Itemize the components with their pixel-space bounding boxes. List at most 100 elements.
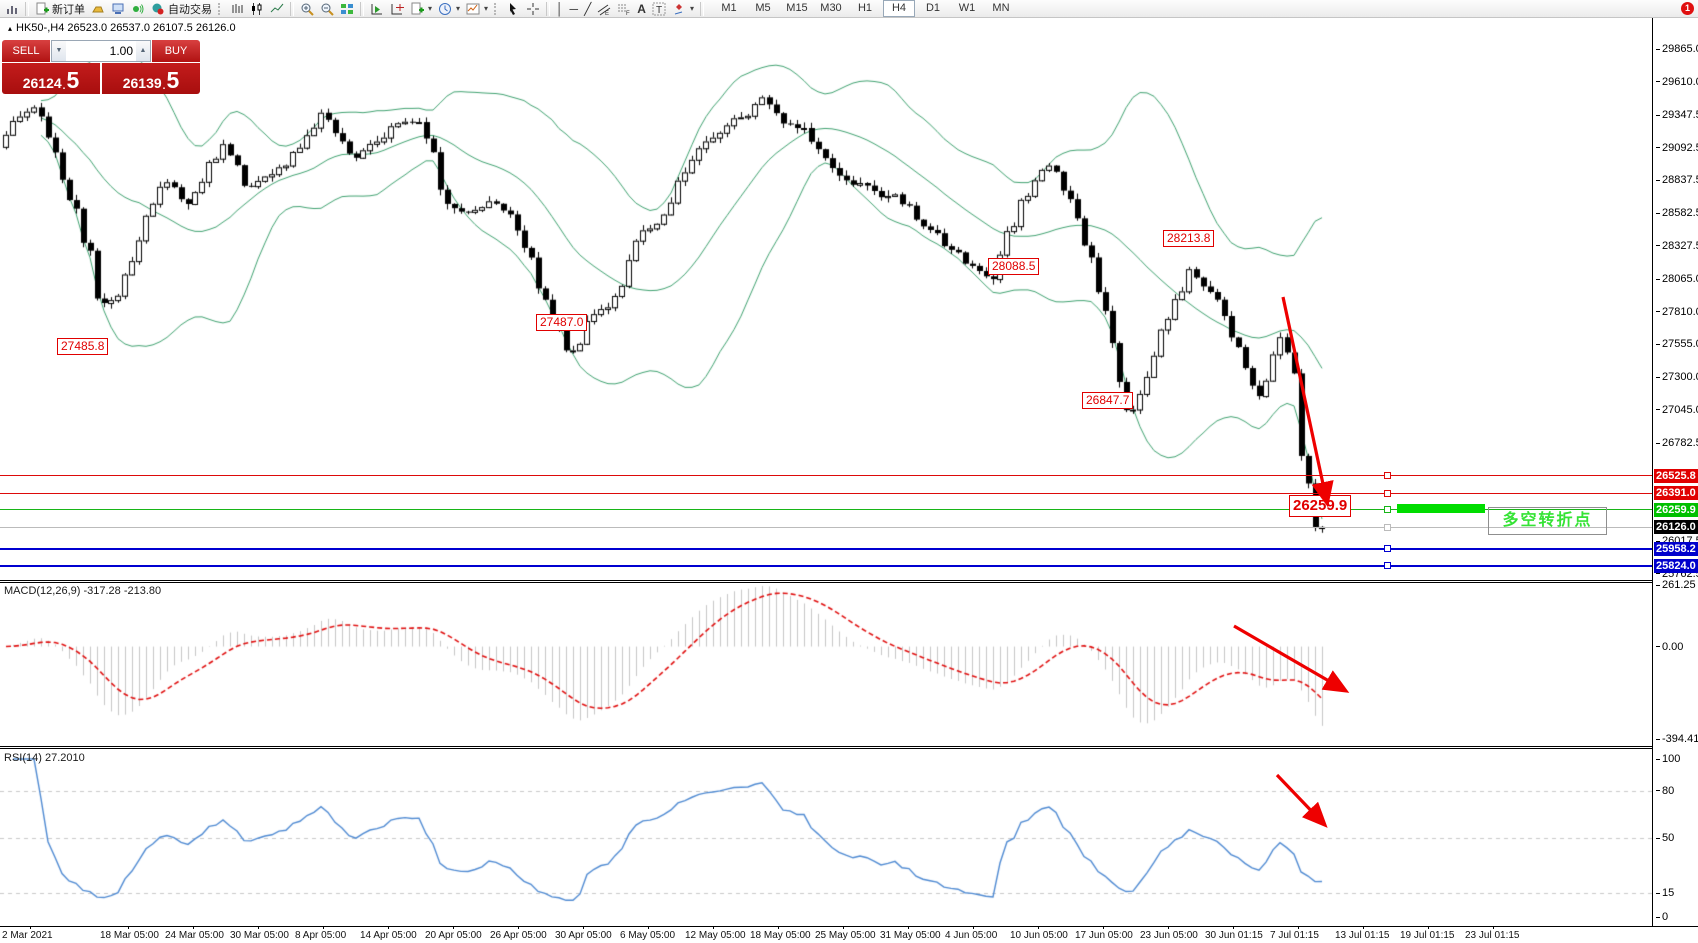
time-label: 31 May 05:00 [880,926,941,941]
volume-decrease-button[interactable]: ▼ [52,41,66,61]
timeframe-button-m5[interactable]: M5 [755,2,771,14]
candle-chart-mode-button[interactable] [247,1,267,17]
time-label: 12 May 05:00 [685,926,746,941]
timeframe-button-m30[interactable]: M30 [820,2,842,14]
level-line-26391[interactable] [0,492,1652,494]
sell-button[interactable]: SELL [2,40,50,62]
volume-input[interactable]: 1.00 [109,44,133,58]
equidistant-channel-icon: E [597,2,611,16]
timeframe-button-m1[interactable]: M1 [721,2,737,14]
symbol-marker-icon: ▴ [8,23,13,33]
zoom-in-button[interactable] [297,1,317,17]
level-line-25824[interactable] [0,564,1652,567]
notification-badge[interactable]: 1 [1681,2,1694,15]
timeframe-button-m15[interactable]: M15 [786,2,808,14]
price-callout-label[interactable]: 27485.8 [57,338,109,355]
price-callout-label[interactable]: 28088.5 [988,258,1040,275]
fibonacci-icon: F [617,2,631,16]
price-tick: 27555.0 [1656,337,1698,351]
deposit-button[interactable] [88,1,108,17]
buy-price[interactable]: 26139 . 5 [102,63,200,94]
buy-price-main: 26139 [122,75,162,91]
crosshair-tool-button[interactable] [523,1,543,17]
level-line-marker[interactable] [1384,545,1391,552]
time-label: 24 Mar 05:00 [165,926,224,941]
price-callout-label[interactable]: 27487.0 [536,314,588,331]
macd-pane-canvas[interactable] [0,584,1652,747]
time-label: 2 Mar 2021 [2,926,53,941]
sell-price[interactable]: 26124 . 5 [2,63,100,94]
text-label-tool-button[interactable]: T [649,1,669,17]
terminal-icon [111,2,125,16]
trendline-tool-button[interactable]: ╱ [581,1,594,17]
line-chart-icon [270,2,284,16]
auto-scroll-button[interactable] [367,1,387,17]
toolbar-handle[interactable] [218,2,224,15]
vline-tool-button[interactable]: │ [553,1,567,17]
cursor-icon [506,2,520,16]
price-callout-label[interactable]: 26847.7 [1082,392,1134,409]
hline-tool-button[interactable]: ─ [567,1,582,17]
timeframe-button-w1[interactable]: W1 [958,2,976,14]
timeframe-button-h4[interactable]: H4 [882,0,915,17]
level-line-marker[interactable] [1384,562,1391,570]
support-highlight-bar[interactable] [1397,504,1485,513]
level-line-25958.2[interactable] [0,547,1652,550]
template-icon [466,2,480,16]
level-line-marker[interactable] [1384,506,1391,514]
auto-trading-button[interactable]: 自动交易 [148,1,215,17]
timeframe-button-d1[interactable]: D1 [925,2,941,14]
period-selector-button[interactable]: ▾ [435,1,463,17]
buy-button[interactable]: BUY [152,40,200,62]
timeframe-button-h1[interactable]: H1 [857,2,873,14]
new-order-button[interactable]: 新订单 [32,1,88,17]
line-chart-mode-button[interactable] [267,1,287,17]
candlestick-icon [250,2,264,16]
arrows-tool-button[interactable]: ▾ [669,1,697,17]
channel-tool-button[interactable]: E [594,1,614,17]
chart-window-icon[interactable] [2,1,22,17]
time-axis[interactable]: 2 Mar 2021 18 Mar 05:00 24 Mar 05:00 30 Mar… [0,926,1698,943]
rsi-pane-canvas[interactable] [0,750,1652,926]
level-line-marker[interactable] [1384,523,1391,531]
tile-windows-button[interactable] [337,1,357,17]
level-line-26259.9[interactable] [0,509,1652,511]
toolbar-handle[interactable] [494,2,500,15]
text-tool-button[interactable]: A [634,1,649,17]
price-callout-label[interactable]: 28213.8 [1163,230,1215,247]
text-icon: A [637,1,646,16]
toolbar-separator [290,1,294,16]
price-chart-canvas[interactable] [0,18,1652,581]
time-label: 30 Jun 01:15 [1205,926,1263,941]
toolbar-separator [546,1,551,16]
time-label: 18 Mar 05:00 [100,926,159,941]
level-line-26126[interactable] [0,526,1652,528]
level-line-26525.8[interactable] [0,475,1652,477]
timeframe-button-mn[interactable]: MN [992,2,1010,14]
cursor-tool-button[interactable] [503,1,523,17]
add-indicator-button[interactable]: ▾ [407,1,435,17]
price-callout-label[interactable]: 26259.9 [1289,495,1352,517]
price-tag-26525.8: 26525.8 [1654,468,1698,483]
one-click-trade-panel: SELL ▼ 1.00 ▲ BUY 26124 . 5 26139 . 5 [2,40,200,94]
template-button[interactable]: ▾ [463,1,491,17]
chart-shift-icon [390,2,404,16]
bar-chart-mode-button[interactable] [227,1,247,17]
terminal-button[interactable] [108,1,128,17]
volume-box: ▼ 1.00 ▲ [51,40,151,62]
time-label: 14 Apr 05:00 [360,926,417,941]
pane-separator[interactable] [0,580,1698,583]
volume-increase-button[interactable]: ▲ [136,41,150,61]
pane-separator[interactable] [0,746,1698,749]
buy-price-dot: . [162,81,166,92]
chart-shift-button[interactable] [387,1,407,17]
level-line-marker[interactable] [1384,489,1391,497]
buy-price-frac: 5 [166,67,180,93]
zoom-out-button[interactable] [317,1,337,17]
level-line-marker[interactable] [1384,472,1391,480]
signals-button[interactable] [128,1,148,17]
time-label: 17 Jun 05:00 [1075,926,1133,941]
price-axis[interactable]: 29865.0 29610.0 29347.5 29092.5 28837.5 28582… [1652,18,1698,926]
fibonacci-tool-button[interactable]: F [614,1,634,17]
annotation-textbox[interactable]: 多空转折点 [1488,507,1607,535]
